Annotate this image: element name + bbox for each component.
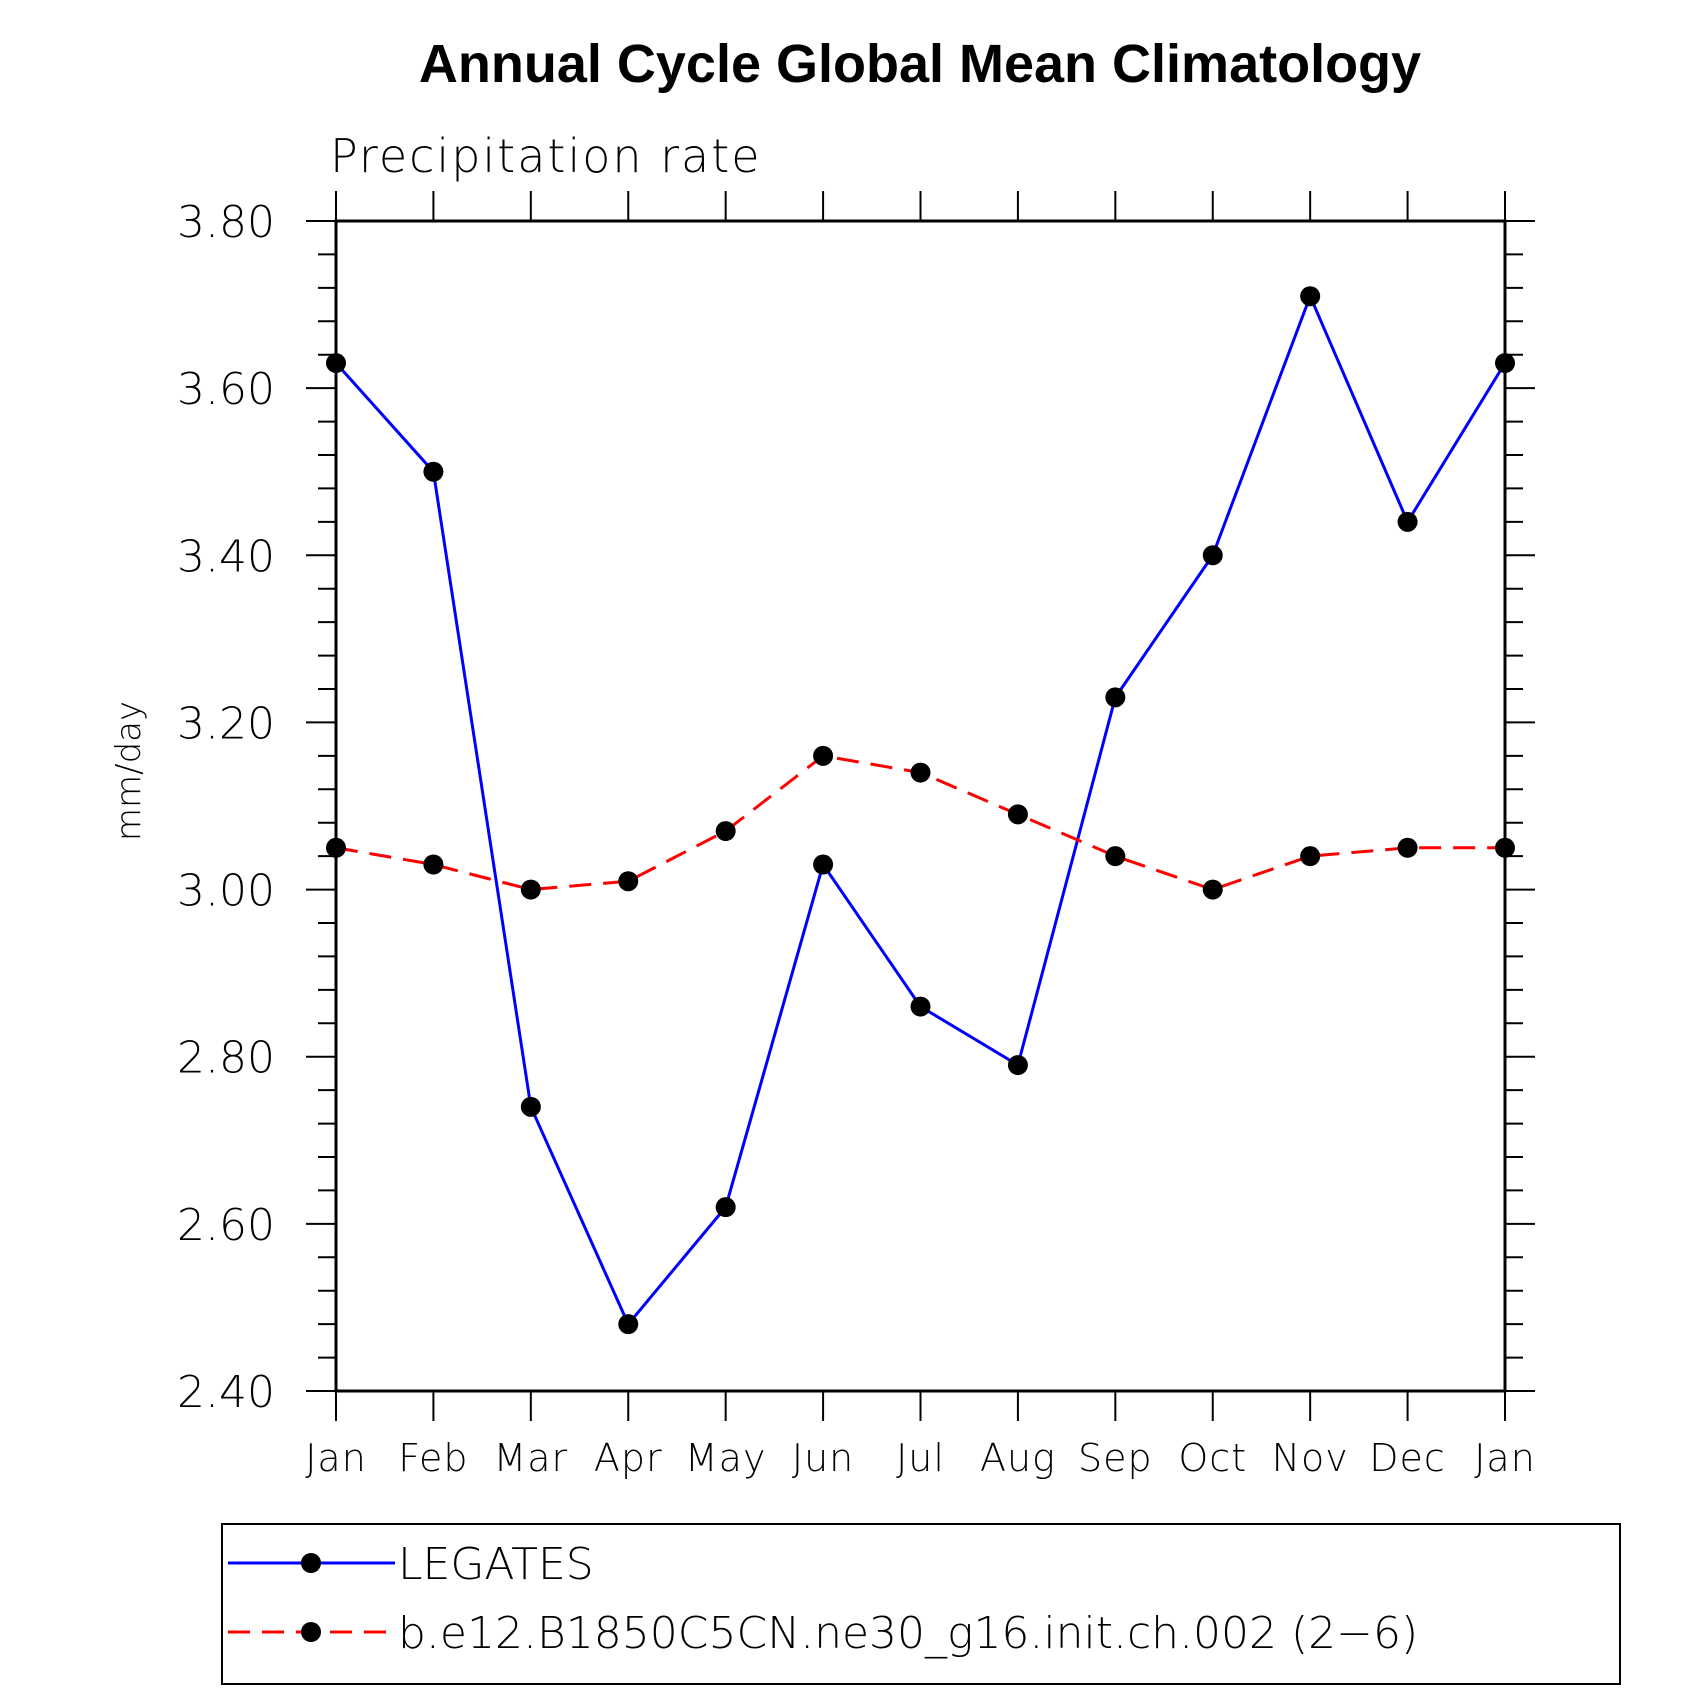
- x-tick-label: Jan: [1474, 1436, 1536, 1480]
- y-tick-label: 3.20: [177, 698, 275, 749]
- y-tick-label: 3.00: [177, 866, 275, 917]
- y-tick-label: 2.80: [177, 1033, 275, 1084]
- x-tick-label: Feb: [398, 1436, 468, 1480]
- legend: LEGATES b.e12.B1850C5CN.ne30_g16.init.ch.…: [228, 1539, 1418, 1659]
- x-tick-label: Jul: [896, 1436, 945, 1480]
- series-1-point: [326, 353, 346, 374]
- series-1-point: [1105, 687, 1126, 708]
- series-2-point: [326, 837, 346, 858]
- x-tick-label: Jan: [305, 1436, 367, 1480]
- y-tick-label: 2.40: [177, 1367, 275, 1418]
- series-1-point: [423, 461, 444, 482]
- series-1-point: [520, 1096, 541, 1117]
- x-tick-label: Dec: [1369, 1436, 1446, 1480]
- x-tick-label: Sep: [1078, 1436, 1153, 1480]
- x-tick-label: Jun: [792, 1436, 854, 1480]
- legend-marker-2: [301, 1622, 321, 1642]
- x-tick-label: Apr: [594, 1436, 663, 1480]
- legend-marker-1: [301, 1553, 321, 1573]
- y-tick-label: 3.40: [177, 531, 275, 582]
- series-1-point: [618, 1314, 639, 1335]
- y-tick-label: 2.60: [177, 1200, 275, 1251]
- series-2-point: [1300, 846, 1321, 867]
- series-2-point: [520, 879, 541, 900]
- series-2-point: [1397, 837, 1418, 858]
- series-2-point: [1495, 837, 1515, 858]
- legend-label-2: b.e12.B1850C5CN.ne30_g16.init.ch.002 (2−…: [398, 1608, 1418, 1659]
- series-1-point: [910, 996, 931, 1017]
- x-tick-label: Mar: [493, 1436, 568, 1480]
- plot-frame: [334, 219, 1507, 1393]
- series-2-point: [813, 745, 834, 766]
- series-1-point: [1202, 545, 1223, 566]
- series-line-1: [334, 292, 1507, 1327]
- legend-box: [221, 1523, 1621, 1685]
- y-tick-label: 3.80: [177, 197, 275, 248]
- chart-subtitle: Precipitation rate: [330, 129, 762, 183]
- series-2-point: [715, 821, 736, 842]
- series-2-point: [1202, 879, 1223, 900]
- axes: 2.40 2.60 2.80 3.00 3.20 3.40 3.60 3.80 Jan Feb Ma…: [177, 191, 1536, 1480]
- x-tick-label: Aug: [980, 1436, 1056, 1480]
- x-tick-label: Oct: [1178, 1436, 1247, 1480]
- series-1-point: [1300, 286, 1321, 307]
- series-1-point: [813, 854, 834, 875]
- series-1-point: [1397, 511, 1418, 532]
- chart-title: Annual Cycle Global Mean Climatology: [419, 34, 1421, 94]
- y-axis-title: mm/day: [109, 701, 149, 841]
- series-2-point: [1007, 804, 1028, 825]
- series-layer: [326, 286, 1515, 1335]
- x-tick-label: Nov: [1272, 1436, 1349, 1480]
- series-2-point: [1105, 846, 1126, 867]
- series-2-point: [910, 762, 931, 783]
- series-1-point: [1495, 353, 1515, 374]
- series-1-point: [715, 1197, 736, 1218]
- y-tick-label: 3.60: [177, 364, 275, 415]
- x-tick-label: May: [685, 1436, 767, 1480]
- series-2-point: [423, 854, 444, 875]
- series-2-point: [618, 871, 639, 892]
- series-1-point: [1007, 1055, 1028, 1076]
- legend-label-1: LEGATES: [398, 1539, 594, 1590]
